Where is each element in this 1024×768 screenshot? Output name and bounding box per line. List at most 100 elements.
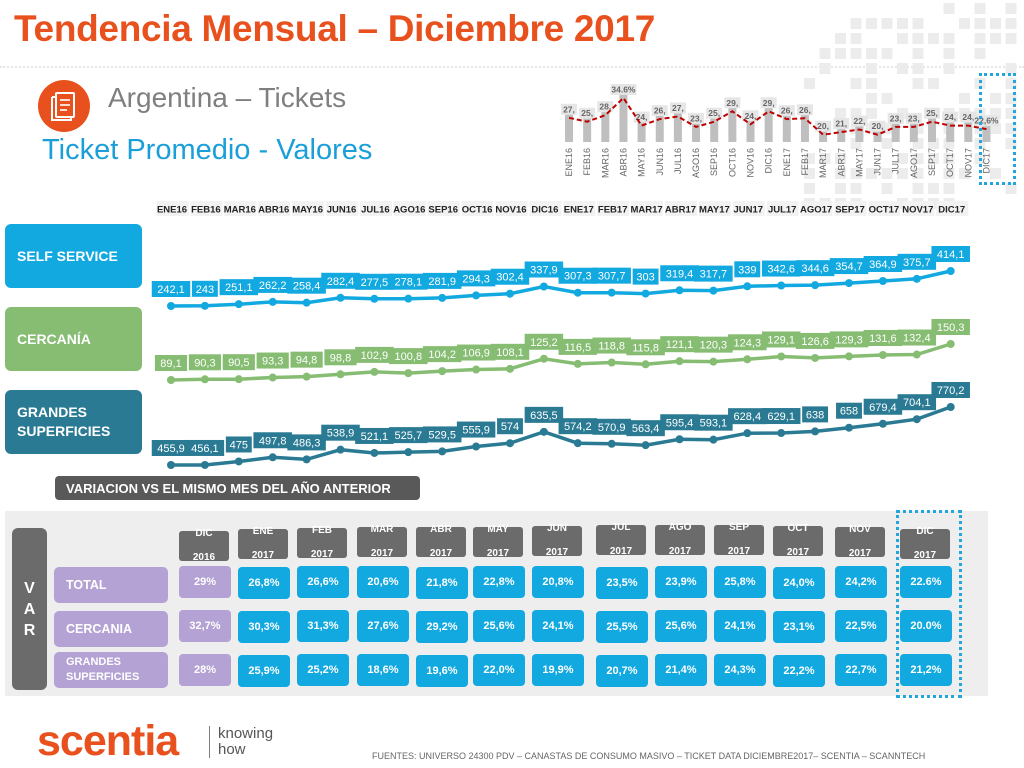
var-cell: 21,4% xyxy=(655,654,707,686)
data-point xyxy=(506,439,514,447)
data-label: 243 xyxy=(196,284,214,296)
data-point xyxy=(947,267,955,275)
mini-bar xyxy=(583,116,591,142)
data-point xyxy=(676,357,684,365)
data-point xyxy=(472,366,480,374)
var-cell: 25,8% xyxy=(714,566,766,598)
var-cell: 19,6% xyxy=(416,655,468,687)
data-point xyxy=(235,375,243,383)
var-cell: 25,6% xyxy=(473,610,525,642)
data-point xyxy=(879,277,887,285)
data-point xyxy=(370,368,378,376)
mini-trend-line xyxy=(569,98,986,135)
data-point xyxy=(574,360,582,368)
data-point xyxy=(845,424,853,432)
data-label: 638 xyxy=(806,409,824,421)
data-point xyxy=(913,275,921,283)
data-label: 475 xyxy=(230,439,248,451)
mini-data-label: 23, xyxy=(908,113,920,123)
data-label: 90,3 xyxy=(194,357,215,369)
data-point xyxy=(540,355,548,363)
data-point xyxy=(709,436,717,444)
data-label: 307,3 xyxy=(564,271,592,283)
data-point xyxy=(913,351,921,359)
x-tick-label: FEB17 xyxy=(598,205,628,216)
mini-x-tick: NOV17 xyxy=(963,148,973,178)
data-label: 497,8 xyxy=(259,435,287,447)
data-label: 262,2 xyxy=(259,280,287,292)
var-cell: 24,1% xyxy=(532,610,584,642)
x-tick-label: AGO17 xyxy=(800,205,832,216)
data-label: 525,7 xyxy=(395,430,423,442)
var-cell: 29,2% xyxy=(416,611,468,643)
month-label: DIC xyxy=(195,528,212,540)
var-row-label-cercania: CERCANIA xyxy=(54,611,168,647)
data-point xyxy=(811,354,819,362)
data-label: 102,9 xyxy=(361,350,389,362)
x-tick-label: SEP16 xyxy=(428,205,458,216)
data-label: 118,8 xyxy=(598,341,625,353)
data-point xyxy=(167,461,175,469)
data-label: 281,9 xyxy=(428,276,456,288)
x-tick-label: OCT17 xyxy=(869,205,900,216)
data-label: 456,1 xyxy=(191,443,219,455)
data-point xyxy=(845,352,853,360)
data-point xyxy=(743,282,751,290)
mini-x-tick: MAY17 xyxy=(854,148,864,177)
month-label: ABR xyxy=(430,524,452,536)
data-point xyxy=(879,420,887,428)
data-point xyxy=(540,283,548,291)
mini-x-tick: ABR16 xyxy=(618,148,628,177)
data-label: 302,4 xyxy=(496,272,524,284)
x-tick-label: JUN16 xyxy=(327,205,357,216)
pattern-dot xyxy=(975,18,986,29)
mini-data-label: 25, xyxy=(926,108,938,118)
scentia-logo: scentia xyxy=(37,718,178,764)
pattern-dot xyxy=(835,48,846,59)
data-point xyxy=(303,373,311,381)
data-label: 521,1 xyxy=(361,431,389,443)
month-year: 2017 xyxy=(252,550,274,562)
x-tick-label: MAR16 xyxy=(224,205,256,216)
data-point xyxy=(201,302,209,310)
var-cell: 21,8% xyxy=(416,567,468,599)
data-point xyxy=(676,286,684,294)
x-tick-label: AGO16 xyxy=(393,205,425,216)
data-label: 120,3 xyxy=(700,340,728,352)
pattern-dot xyxy=(944,48,955,59)
var-month-header: MAR 2017 xyxy=(357,527,407,557)
data-point xyxy=(337,294,345,302)
pattern-dot xyxy=(1006,33,1017,44)
mini-x-tick: JUL16 xyxy=(673,148,683,174)
var-cell: 25,9% xyxy=(238,655,290,687)
data-label: 339 xyxy=(738,264,756,276)
pattern-dot xyxy=(913,33,924,44)
mini-x-tick: OCT17 xyxy=(945,148,955,177)
data-label: 629,1 xyxy=(767,411,795,423)
data-point xyxy=(167,302,175,310)
data-point xyxy=(370,449,378,457)
month-year: 2017 xyxy=(787,547,809,559)
series-label-grandes-superficies: GRANDES SUPERFICIES xyxy=(5,390,142,454)
var-letter: V xyxy=(24,578,35,599)
data-label: 307,7 xyxy=(598,271,626,283)
pattern-dot xyxy=(959,18,970,29)
var-cell: 23,9% xyxy=(655,566,707,598)
data-label: 98,8 xyxy=(330,352,351,364)
ticket-receipt-icon xyxy=(38,80,90,132)
month-year: 2017 xyxy=(430,548,452,560)
var-cell: 25,2% xyxy=(297,654,349,686)
var-month-header: JUL 2017 xyxy=(596,525,646,555)
logo-tagline: knowing how xyxy=(218,726,298,758)
data-point xyxy=(404,369,412,377)
var-month-header: ENE 2017 xyxy=(238,529,288,559)
data-label: 278,1 xyxy=(395,277,423,289)
data-label: 115,8 xyxy=(632,342,659,354)
data-point xyxy=(167,376,175,384)
data-point xyxy=(811,427,819,435)
x-tick-label: MAY17 xyxy=(699,205,730,216)
pattern-dot xyxy=(897,18,908,29)
var-month-header: FEB 2017 xyxy=(297,528,347,558)
pattern-dot xyxy=(882,18,893,29)
var-cell: 22,7% xyxy=(835,654,887,686)
